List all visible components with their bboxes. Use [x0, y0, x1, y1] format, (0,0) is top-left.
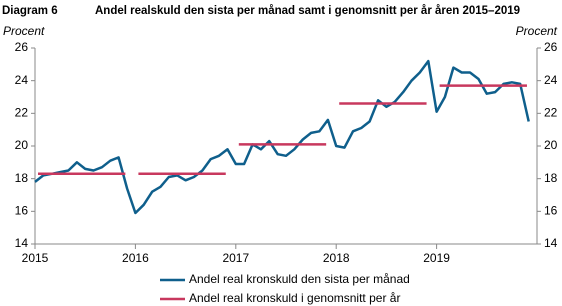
y2-tick-label: 18 [544, 171, 558, 185]
x-tick-label: 2019 [423, 251, 450, 265]
y-tick-label: 20 [15, 138, 29, 152]
y2-tick-label: 22 [544, 106, 558, 120]
line-series [34, 59, 530, 215]
figure-label: Diagram 6 [2, 5, 58, 17]
y2-axis-label: Procent [516, 24, 558, 38]
y2-tick-label: 16 [544, 204, 558, 218]
x-tick-label: 2017 [222, 251, 249, 265]
axes [34, 48, 538, 245]
chart-title: Andel realskuld den sista per månad samt… [95, 5, 520, 17]
legend-label: Andel real kronskuld i genomsnitt per år [189, 291, 400, 305]
legend-label: Andel real kronskuld den sista per månad [189, 272, 410, 286]
y-tick-label: 18 [15, 171, 29, 185]
x-tick-label: 2018 [323, 251, 350, 265]
x-tick-label: 2016 [122, 251, 149, 265]
y2-tick-label: 14 [544, 236, 558, 250]
y-axis-label: Procent [3, 24, 45, 38]
y-tick-label: 22 [15, 106, 29, 120]
y2-tick-label: 26 [544, 40, 558, 54]
y2-tick-label: 24 [544, 73, 558, 87]
y-tick-label: 26 [15, 40, 29, 54]
y-tick-label: 14 [15, 236, 29, 250]
y-tick-label: 24 [15, 73, 29, 87]
y-tick-label: 16 [15, 204, 29, 218]
y2-tick-label: 20 [544, 138, 558, 152]
x-tick-label: 2015 [22, 251, 49, 265]
